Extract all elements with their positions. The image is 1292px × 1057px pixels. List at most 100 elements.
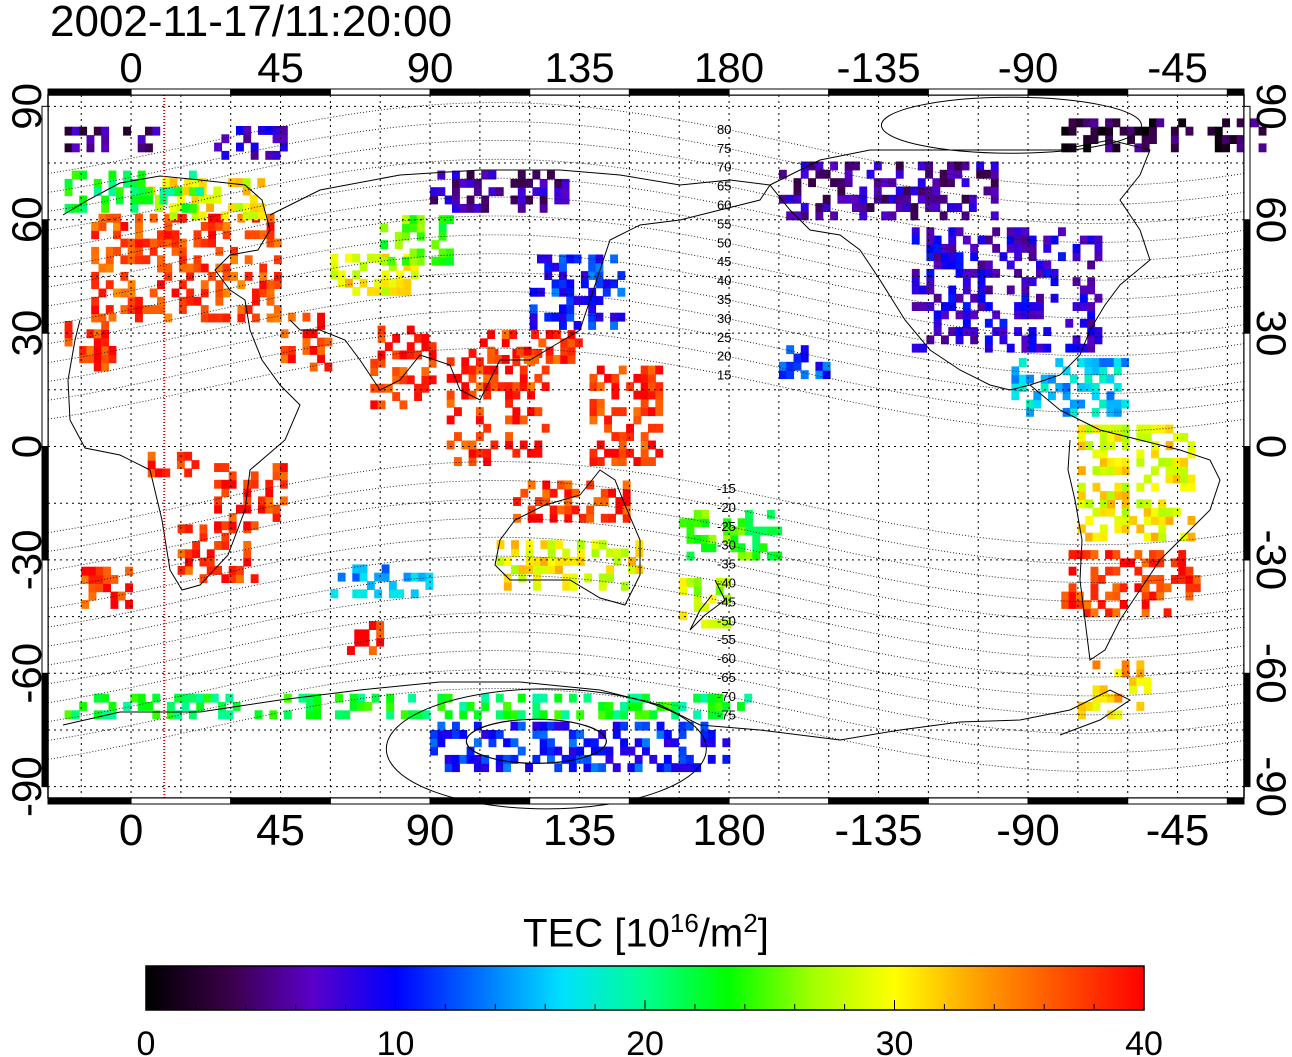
tec-pixel	[135, 296, 143, 306]
tec-pixel	[1129, 685, 1137, 695]
tec-pixel	[745, 551, 753, 561]
tec-pixel	[1026, 407, 1034, 417]
tec-pixel	[523, 355, 532, 364]
tec-pixel	[354, 637, 363, 647]
tec-pixel	[1127, 558, 1135, 568]
tec-pixel	[917, 186, 926, 196]
tec-pixel	[177, 524, 186, 534]
tec-pixel	[392, 367, 401, 376]
tec-pixel	[250, 521, 259, 531]
tec-pixel	[538, 338, 547, 348]
tec-pixel	[649, 710, 658, 720]
tec-pixel	[193, 296, 202, 306]
tec-pixel	[519, 440, 528, 450]
tec-pixel	[541, 382, 550, 392]
tec-pixel	[501, 355, 510, 364]
tec-pixel	[569, 573, 578, 583]
tec-pixel	[468, 349, 477, 358]
tec-pixel	[222, 222, 231, 231]
tec-pixel	[279, 142, 288, 152]
tec-pixel	[178, 280, 187, 290]
tec-pixel	[64, 178, 73, 188]
tec-pixel	[64, 203, 73, 213]
tec-pixel	[881, 211, 890, 221]
tec-pixel	[715, 586, 724, 596]
tec-pixel	[1014, 310, 1022, 320]
tec-pixel	[1087, 277, 1096, 287]
tec-pixel	[1090, 591, 1099, 601]
tec-pixel	[221, 532, 230, 542]
tec-pixel	[589, 382, 598, 392]
tec-pixel	[495, 763, 504, 773]
tec-pixel	[517, 195, 526, 205]
contour-label: 80	[717, 122, 731, 137]
tec-pixel	[1092, 449, 1101, 459]
tec-pixel	[192, 549, 201, 559]
tec-pixel	[371, 693, 380, 703]
tec-pixel	[723, 534, 731, 544]
tec-pixel	[984, 343, 993, 353]
tec-pixel	[237, 313, 246, 323]
tec-pixel	[941, 302, 949, 311]
tec-pixel	[984, 302, 993, 311]
tec-pixel	[184, 565, 193, 575]
tec-pixel	[560, 355, 569, 364]
tec-pixel	[561, 710, 570, 720]
tec-pixel	[503, 702, 511, 711]
tec-pixel	[496, 556, 505, 566]
tec-pixel	[330, 253, 339, 263]
tec-pixel	[1091, 407, 1100, 417]
tec-pixel	[525, 195, 533, 205]
contour-label: -65	[717, 670, 736, 685]
tec-pixel	[800, 161, 809, 171]
tec-pixel	[1136, 677, 1145, 686]
tec-pixel	[1172, 507, 1181, 517]
tec-pixel	[1121, 432, 1130, 442]
tec-pixel	[911, 302, 920, 311]
tec-pixel	[298, 693, 307, 703]
tec-pixel	[152, 693, 161, 703]
tec-pixel	[1061, 143, 1070, 153]
tec-pixel	[510, 710, 519, 720]
tec-pixel	[235, 203, 244, 212]
tec-pixel	[970, 268, 979, 278]
tec-pixel	[123, 702, 131, 711]
tec-pixel	[366, 253, 375, 263]
tec-pixel	[101, 143, 110, 153]
tec-pixel	[206, 203, 214, 212]
tec-pixel	[1151, 466, 1159, 476]
tec-region-antarctica-ring	[64, 693, 753, 720]
tec-pixel	[1141, 608, 1150, 618]
tec-pixel	[793, 186, 802, 196]
tec-pixel	[1094, 235, 1103, 245]
tec-pixel	[656, 763, 665, 773]
tec-pixel	[93, 362, 102, 372]
tec-pixel	[113, 230, 121, 240]
tec-pixel	[642, 710, 650, 720]
tec-pixel	[1055, 383, 1064, 392]
tec-pixel	[359, 572, 368, 582]
tec-pixel	[481, 195, 490, 205]
tec-pixel	[573, 254, 582, 264]
tec-pixel	[95, 566, 104, 576]
tec-pixel	[1050, 277, 1059, 287]
tec-pixel	[265, 479, 274, 489]
tec-pixel	[559, 262, 567, 272]
tec-pixel	[1036, 343, 1044, 353]
tec-pixel	[1151, 532, 1159, 542]
tec-pixel	[539, 730, 548, 739]
tec-pixel	[215, 213, 224, 223]
tec-pixel	[567, 338, 576, 348]
tec-pixel	[911, 285, 920, 295]
tec-pixel	[221, 463, 230, 472]
tec-pixel	[228, 471, 237, 481]
tec-pixel	[615, 497, 624, 506]
tec-pixel	[1006, 235, 1015, 245]
tec-pixel	[88, 591, 97, 601]
tec-pixel	[602, 279, 611, 289]
tec-pixel	[317, 346, 325, 355]
tec-pixel	[388, 278, 397, 288]
tec-pixel	[93, 187, 102, 197]
tec-region-pacific-nw	[589, 365, 664, 466]
tec-pixel	[532, 730, 541, 739]
